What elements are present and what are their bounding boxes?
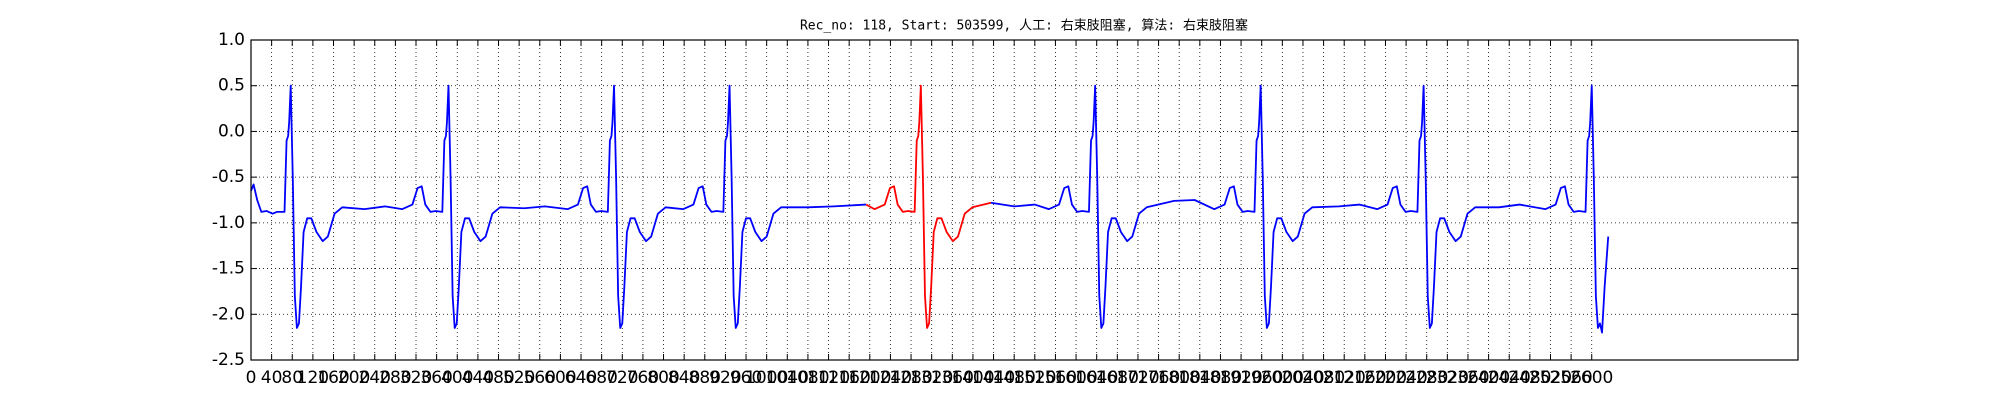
x-tick-label: 2240 — [1384, 368, 1427, 388]
x-tick-label: 0 — [246, 368, 257, 388]
x-tick-label: 680 — [585, 368, 617, 388]
x-tick-label: 1240 — [869, 368, 912, 388]
x-tick-label: 2320 — [1426, 368, 1469, 388]
x-tick-label: 1120 — [807, 368, 850, 388]
x-tick-label: 2200 — [1364, 368, 1407, 388]
x-tick-label: 200 — [338, 368, 370, 388]
x-tick-label: 800 — [647, 368, 679, 388]
x-tick-label: 2000 — [1261, 368, 1304, 388]
x-tick-label: 320 — [400, 368, 432, 388]
x-tick-label: 2120 — [1323, 368, 1366, 388]
x-tick-label: 240 — [359, 368, 391, 388]
x-tick-label: 400 — [441, 368, 473, 388]
y-tick-label: 0.5 — [218, 76, 245, 96]
x-tick-label: 2440 — [1488, 368, 1531, 388]
line-series — [865, 84, 992, 329]
x-tick-label: 1600 — [1054, 368, 1097, 388]
x-tick-label: 2480 — [1508, 368, 1551, 388]
x-tick-label: 120 — [297, 368, 329, 388]
line-series — [250, 84, 867, 329]
x-tick-label: 1320 — [910, 368, 953, 388]
x-tick-label: 1440 — [972, 368, 1015, 388]
y-tick-label: 1.0 — [218, 30, 245, 50]
x-tick-label: 2360 — [1446, 368, 1489, 388]
x-tick-label: 880 — [689, 368, 721, 388]
y-tick-label: -0.5 — [212, 167, 245, 187]
y-tick-label: -1.0 — [212, 213, 245, 233]
x-tick-label: 1840 — [1178, 368, 1221, 388]
x-tick-label: 920 — [709, 368, 741, 388]
x-tick-label: 160 — [317, 368, 349, 388]
x-tick-label: 480 — [482, 368, 514, 388]
x-tick-label: 1200 — [848, 368, 891, 388]
x-tick-label: 1720 — [1116, 368, 1159, 388]
x-tick-label: 440 — [462, 368, 494, 388]
x-tick-label: 1080 — [786, 368, 829, 388]
x-tick-label: 1000 — [745, 368, 788, 388]
x-tick-label: 1640 — [1075, 368, 1118, 388]
x-tick-label: 560 — [524, 368, 556, 388]
x-tick-label: 1680 — [1096, 368, 1139, 388]
x-tick-label: 1880 — [1199, 368, 1242, 388]
line-series — [990, 84, 1610, 334]
x-tick-label: 1920 — [1219, 368, 1262, 388]
x-tick-label: 1960 — [1240, 368, 1283, 388]
x-tick-label: 2040 — [1281, 368, 1324, 388]
x-tick-label: 2560 — [1549, 368, 1592, 388]
y-tick-label: 0.0 — [218, 121, 245, 141]
x-tick-label: 1360 — [931, 368, 974, 388]
x-tick-label: 1040 — [766, 368, 809, 388]
x-tick-label: 960 — [730, 368, 762, 388]
x-tick-label: 640 — [565, 368, 597, 388]
x-tick-label: 280 — [379, 368, 411, 388]
x-tick-label: 1800 — [1158, 368, 1201, 388]
plot-frame — [250, 39, 1799, 361]
x-tick-label: 2280 — [1405, 368, 1448, 388]
x-tick-label: 1520 — [1013, 368, 1056, 388]
x-tick-label: 720 — [606, 368, 638, 388]
chart-title: Rec_no: 118, Start: 503599, 人工: 右束肢阻塞, 算… — [800, 18, 1248, 34]
y-tick-label: -2.5 — [212, 350, 245, 370]
x-tick-label: 2080 — [1302, 368, 1345, 388]
x-tick-label: 840 — [668, 368, 700, 388]
x-tick-label: 2520 — [1529, 368, 1572, 388]
x-tick-label: 2400 — [1467, 368, 1510, 388]
y-tick-label: -1.5 — [212, 259, 245, 279]
x-tick-label: 80 — [281, 368, 303, 388]
x-tick-label: 1280 — [889, 368, 932, 388]
x-tick-label: 1480 — [993, 368, 1036, 388]
x-tick-label: 760 — [627, 368, 659, 388]
x-tick-label: 2600 — [1570, 368, 1613, 388]
x-tick-label: 600 — [544, 368, 576, 388]
x-tick-label: 40 — [261, 368, 283, 388]
x-tick-label: 1400 — [951, 368, 994, 388]
x-tick-label: 1160 — [828, 368, 871, 388]
y-tick-label: -2.0 — [212, 304, 245, 324]
x-tick-label: 360 — [420, 368, 452, 388]
x-tick-label: 520 — [503, 368, 535, 388]
x-tick-label: 1760 — [1137, 368, 1180, 388]
x-tick-label: 2160 — [1343, 368, 1386, 388]
x-tick-label: 1560 — [1034, 368, 1077, 388]
